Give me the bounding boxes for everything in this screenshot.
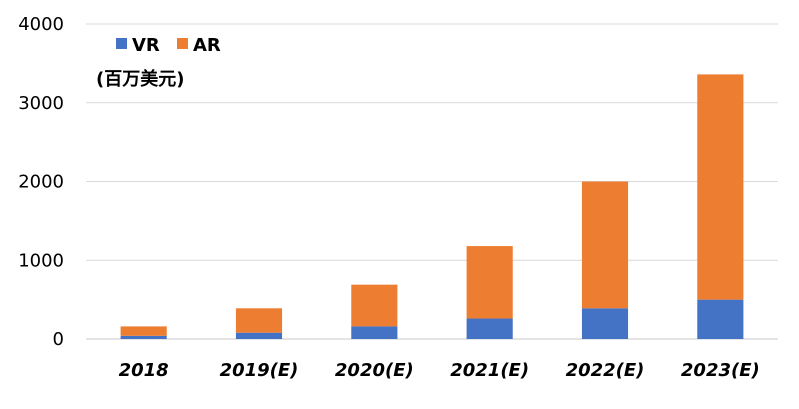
y-tick-label: 2000 xyxy=(18,172,64,193)
legend-swatch-ar xyxy=(177,38,188,49)
y-tick-label: 1000 xyxy=(18,250,64,271)
x-tick-label: 2020(E) xyxy=(335,360,414,381)
bar-ar-2019e xyxy=(235,308,283,333)
legend-label-vr: VR xyxy=(132,35,160,56)
x-tick-label: 2018 xyxy=(119,360,169,381)
unit-label: (百万美元) xyxy=(96,68,184,90)
y-tick-label: 0 xyxy=(53,329,64,350)
y-axis-ticks: 0 1000 2000 3000 4000 xyxy=(18,14,64,350)
bars xyxy=(120,74,744,339)
bar-ar-2023e xyxy=(697,74,744,300)
bar-vr-2019e xyxy=(235,332,283,339)
bar-vr-2020e xyxy=(351,326,398,339)
legend-label-ar: AR xyxy=(193,35,221,56)
x-axis-ticks: 2018 2019(E) 2020(E) 2021(E) 2022(E) 2023(E) xyxy=(119,360,760,381)
x-tick-label: 2021(E) xyxy=(450,360,529,381)
x-tick-label: 2019(E) xyxy=(220,360,299,381)
y-tick-label: 3000 xyxy=(18,93,64,114)
bar-vr-2018 xyxy=(120,335,167,339)
bar-ar-2020e xyxy=(351,284,398,327)
bar-ar-2021e xyxy=(466,246,513,319)
x-tick-label: 2023(E) xyxy=(681,360,760,381)
bar-ar-2018 xyxy=(120,326,167,336)
legend-swatch-vr xyxy=(116,38,127,49)
bar-vr-2021e xyxy=(466,318,513,339)
gridlines xyxy=(86,23,778,340)
x-tick-label: 2022(E) xyxy=(566,360,645,381)
bar-vr-2022e xyxy=(581,308,629,339)
bar-vr-2023e xyxy=(697,299,744,339)
legend: VR AR xyxy=(116,35,221,56)
bar-ar-2022e xyxy=(581,181,629,309)
y-tick-label: 4000 xyxy=(18,14,64,35)
